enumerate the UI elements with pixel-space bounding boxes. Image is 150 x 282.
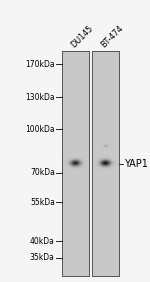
Text: DU145: DU145: [70, 24, 95, 49]
Text: 130kDa: 130kDa: [25, 93, 55, 102]
Text: 55kDa: 55kDa: [30, 198, 55, 207]
Text: BT-474: BT-474: [100, 23, 126, 49]
Text: 170kDa: 170kDa: [25, 60, 55, 69]
Text: 70kDa: 70kDa: [30, 168, 55, 177]
Text: 35kDa: 35kDa: [30, 253, 55, 262]
Text: 100kDa: 100kDa: [25, 125, 55, 134]
Bar: [92, 51, 118, 276]
Bar: [62, 51, 88, 276]
Text: YAP1: YAP1: [124, 159, 148, 169]
Bar: [62, 51, 88, 276]
Text: 40kDa: 40kDa: [30, 237, 55, 246]
Bar: [92, 51, 118, 276]
